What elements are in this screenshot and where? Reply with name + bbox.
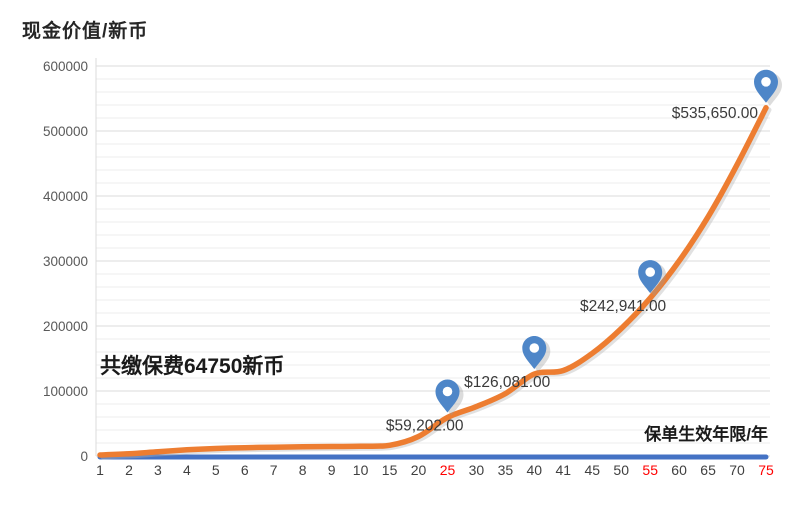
x-tick-label: 65 [700, 462, 716, 478]
x-tick-label: 55 [642, 462, 658, 478]
milestone-value-label: $126,081.00 [464, 374, 551, 391]
y-tick-label: 0 [80, 449, 88, 464]
x-tick-label: 35 [498, 462, 514, 478]
y-tick-label: 400000 [43, 189, 88, 204]
milestone-value-label: $59,202.00 [386, 418, 464, 435]
y-tick-label: 600000 [43, 59, 88, 74]
pin-hole [529, 343, 540, 353]
x-tick-label: 1 [96, 462, 104, 478]
x-tick-label: 60 [671, 462, 687, 478]
x-tick-label: 5 [212, 462, 220, 478]
premium-annotation: 共缴保费64750新币 [100, 355, 285, 378]
pin-hole [761, 77, 771, 87]
x-tick-label: 70 [729, 462, 745, 478]
y-tick-label: 500000 [43, 124, 88, 139]
chart-title: 现金价值/新币 [22, 21, 149, 42]
x-tick-label: 4 [183, 462, 191, 478]
cash-value-curve [97, 105, 769, 458]
x-tick-label: 6 [241, 462, 249, 478]
x-tick-label: 15 [382, 462, 398, 478]
x-tick-label: 7 [270, 462, 278, 478]
x-tick-label: 9 [328, 462, 336, 478]
x-tick-label: 20 [411, 462, 427, 478]
x-tick-label: 8 [299, 462, 307, 478]
location-pin-icon [435, 379, 460, 413]
location-pin-icon [754, 69, 778, 103]
x-tick-label: 3 [154, 462, 162, 478]
x-tick-label: 10 [353, 462, 369, 478]
x-tick-label: 41 [556, 462, 572, 478]
x-tick-label: 30 [469, 462, 485, 478]
milestone-value-label: $535,650.00 [672, 105, 759, 122]
y-tick-label: 200000 [43, 319, 88, 334]
x-tick-label: 50 [613, 462, 629, 478]
milestone-value-label: $242,941.00 [580, 298, 667, 315]
y-tick-label: 300000 [43, 254, 88, 269]
x-tick-label: 25 [440, 462, 456, 478]
location-pin-icon [522, 336, 547, 369]
x-tick-label: 2 [125, 462, 133, 478]
x-tick-label: 45 [585, 462, 601, 478]
x-tick-label: 75 [758, 462, 774, 478]
pin-hole [442, 386, 453, 397]
curve-shadow [100, 107, 772, 460]
location-pin-icon [638, 260, 663, 294]
x-axis-title: 保单生效年限/年 [644, 425, 768, 444]
y-tick-label: 100000 [43, 384, 88, 399]
pin-hole [645, 267, 655, 277]
x-tick-label: 40 [527, 462, 543, 478]
